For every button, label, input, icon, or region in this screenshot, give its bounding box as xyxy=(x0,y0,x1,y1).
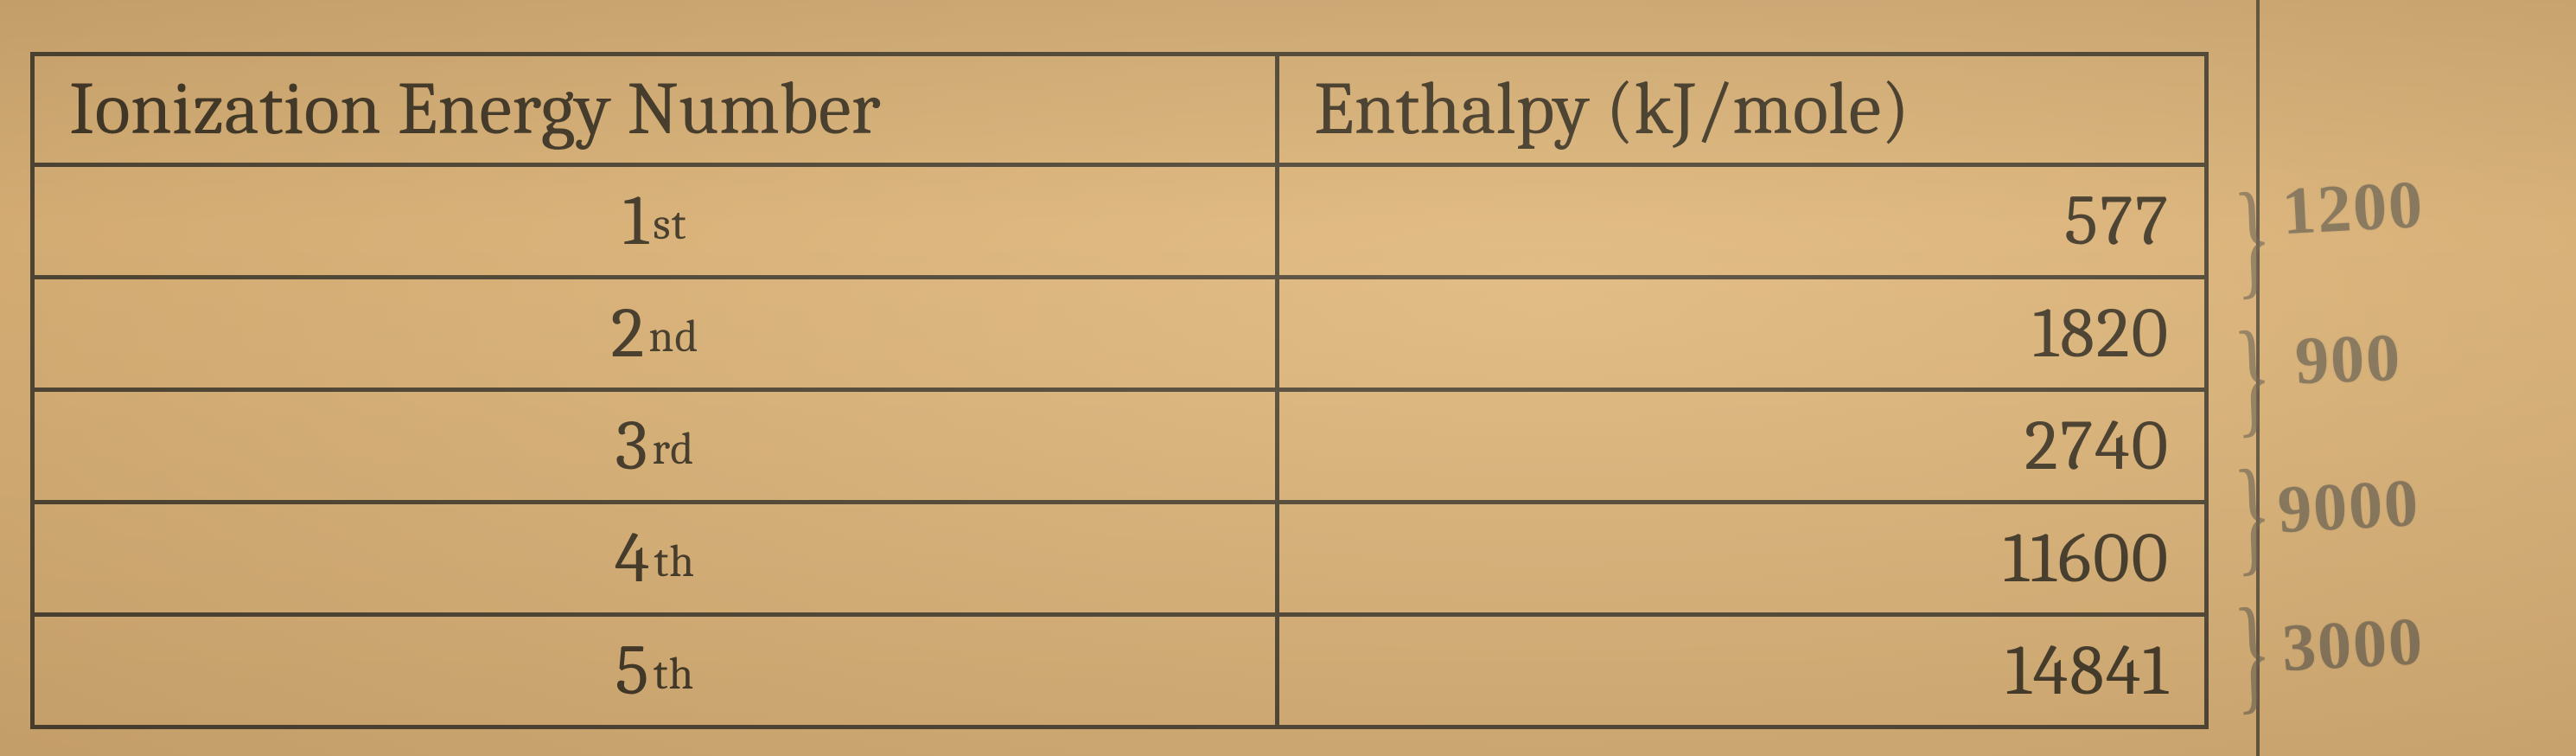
enthalpy-cell: 1820 xyxy=(1278,278,2207,390)
pencil-bracket-icon: } xyxy=(2231,310,2273,444)
table-row: 3rd 2740 xyxy=(33,390,2207,503)
table-row: 2nd 1820 xyxy=(33,278,2207,390)
pencil-annotation: 3000 xyxy=(2280,602,2426,687)
pencil-annotation: 1200 xyxy=(2280,165,2426,250)
header-ionization: Ionization Energy Number xyxy=(33,54,1278,165)
pencil-annotation: 9000 xyxy=(2276,464,2421,548)
table-header-row: Ionization Energy Number Enthalpy (kJ/mo… xyxy=(33,54,2207,165)
ionization-cell: 5th xyxy=(33,615,1278,727)
ionization-cell: 2nd xyxy=(33,278,1278,390)
ionization-cell: 4th xyxy=(33,503,1278,615)
ordinal-suffix: rd xyxy=(652,423,694,475)
ordinal-number: 5 xyxy=(615,630,650,712)
enthalpy-cell: 11600 xyxy=(1278,503,2207,615)
pencil-bracket-icon: } xyxy=(2231,586,2273,721)
ordinal-suffix: th xyxy=(654,648,695,700)
worksheet-page: Ionization Energy Number Enthalpy (kJ/mo… xyxy=(0,0,2576,756)
ionization-cell: 3rd xyxy=(33,390,1278,503)
enthalpy-cell: 14841 xyxy=(1278,615,2207,727)
table-body: 1st 577 2nd 1820 3rd 2740 4th 116 xyxy=(33,165,2207,727)
pencil-bracket-icon: } xyxy=(2231,171,2273,305)
header-enthalpy: Enthalpy (kJ/mole) xyxy=(1278,54,2207,165)
ordinal-suffix: th xyxy=(654,535,695,587)
table-row: 5th 14841 xyxy=(33,615,2207,727)
ordinal-number: 1 xyxy=(623,180,650,262)
page-margin-line xyxy=(2256,0,2260,756)
ordinal-suffix: nd xyxy=(648,311,698,362)
ordinal-suffix: st xyxy=(653,198,686,250)
enthalpy-cell: 577 xyxy=(1278,165,2207,278)
enthalpy-cell: 2740 xyxy=(1278,390,2207,503)
ionization-energy-table: Ionization Energy Number Enthalpy (kJ/mo… xyxy=(30,52,2209,729)
table-row: 1st 577 xyxy=(33,165,2207,278)
ionization-cell: 1st xyxy=(33,165,1278,278)
ordinal-number: 4 xyxy=(615,517,650,599)
pencil-annotation: 900 xyxy=(2293,318,2402,400)
ordinal-number: 3 xyxy=(615,405,649,487)
table-row: 4th 11600 xyxy=(33,503,2207,615)
pencil-bracket-icon: } xyxy=(2231,448,2273,582)
ordinal-number: 2 xyxy=(611,292,646,375)
